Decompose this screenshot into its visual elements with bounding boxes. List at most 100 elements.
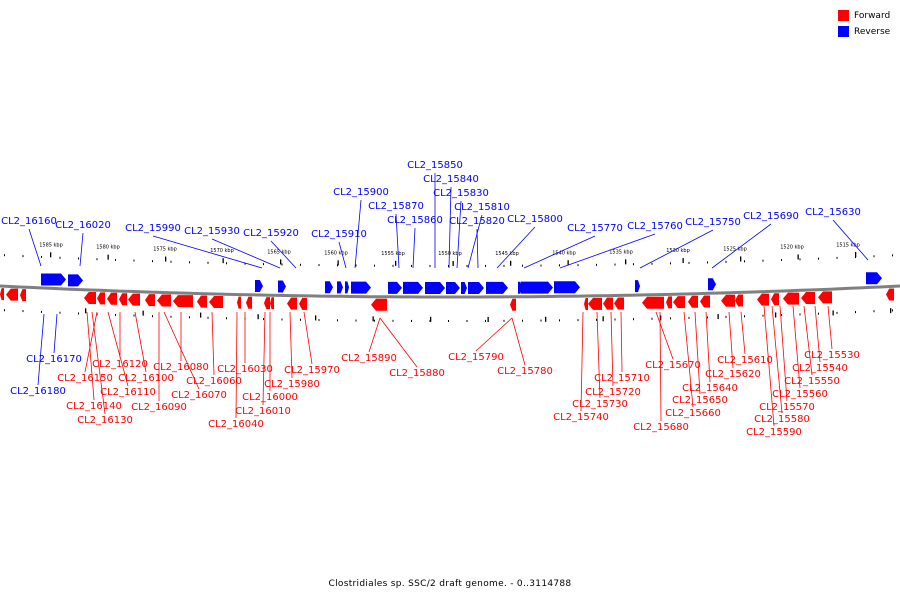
- tick-upper: [392, 264, 394, 267]
- reverse-gene-label: CL2_15630: [805, 207, 861, 218]
- forward-gene-arrow: [642, 296, 664, 309]
- scale-label: 1575 kbp: [153, 247, 177, 253]
- tick-major-upper: [337, 260, 339, 266]
- forward-gene-arrow: [588, 297, 602, 310]
- forward-leader-line: [683, 311, 694, 408]
- tick-upper: [836, 256, 838, 259]
- forward-leader-line: [475, 317, 513, 352]
- reverse-leader-line: [28, 228, 42, 267]
- scale-label: 1585 kbp: [39, 242, 63, 248]
- forward-leader-line: [771, 305, 783, 414]
- scale-label: 1580 kbp: [96, 245, 120, 251]
- tick-major-upper: [280, 259, 282, 265]
- reverse-gene-arrow: [461, 281, 467, 294]
- forward-leader-line: [705, 311, 711, 383]
- tick-upper: [707, 261, 708, 264]
- tick-lower: [374, 319, 375, 322]
- reverse-leader-line: [338, 241, 347, 269]
- tick-lower: [133, 314, 135, 317]
- tick-lower: [707, 316, 708, 319]
- tick-major-lower: [315, 315, 317, 321]
- forward-gene-label: CL2_16060: [186, 376, 242, 387]
- forward-gene-label: CL2_16000: [242, 392, 298, 403]
- tick-upper: [577, 264, 579, 267]
- legend-reverse: Reverse: [838, 25, 890, 38]
- tick-lower: [318, 319, 320, 322]
- forward-gene-arrow: [584, 297, 588, 310]
- tick-upper: [429, 264, 431, 267]
- forward-gene-arrow: [783, 292, 799, 305]
- reverse-gene-label: CL2_15810: [454, 202, 510, 213]
- tick-lower: [4, 309, 5, 312]
- legend-reverse-label: Reverse: [854, 26, 891, 37]
- forward-gene-label: CL2_15640: [682, 383, 738, 394]
- reverse-gene-arrow: [486, 281, 508, 294]
- tick-upper: [466, 264, 468, 267]
- tick-upper: [226, 262, 227, 265]
- forward-leader-line: [814, 305, 821, 363]
- reverse-leader-line: [496, 226, 536, 269]
- scale-label: 1540 kbp: [552, 250, 576, 256]
- tick-upper: [152, 260, 153, 263]
- reverse-gene-arrow: [446, 281, 460, 294]
- forward-gene-label: CL2_15590: [746, 427, 802, 438]
- reverse-gene-arrow: [708, 278, 716, 291]
- tick-upper: [688, 261, 690, 264]
- forward-gene-label: CL2_15560: [772, 389, 828, 400]
- reverse-gene-label: CL2_15920: [243, 228, 299, 239]
- reverse-leader-line: [395, 213, 400, 269]
- tick-upper: [633, 263, 634, 266]
- forward-leader-line: [303, 311, 313, 365]
- scale-label: 1570 kbp: [210, 248, 234, 254]
- forward-gene-arrow: [666, 296, 672, 309]
- reverse-gene-arrow: [351, 281, 371, 294]
- tick-lower: [577, 319, 579, 322]
- forward-gene-label: CL2_16010: [235, 406, 291, 417]
- forward-gene-arrow: [735, 294, 743, 307]
- tick-lower: [522, 319, 523, 322]
- reverse-gene-arrow: [337, 281, 343, 294]
- reverse-gene-arrow: [468, 281, 484, 294]
- forward-gene-label: CL2_15970: [284, 365, 340, 376]
- reverse-leader-line: [354, 199, 362, 269]
- tick-upper: [670, 262, 671, 265]
- reverse-gene-label: CL2_15850: [407, 160, 463, 171]
- forward-leader-line: [596, 311, 601, 399]
- reverse-leader-line: [467, 214, 483, 269]
- reverse-leader-line: [37, 313, 45, 386]
- forward-leader-line: [763, 305, 775, 427]
- reverse-gene-label: CL2_15750: [685, 217, 741, 228]
- forward-gene-arrow: [700, 295, 710, 308]
- reverse-gene-label: CL2_16180: [10, 386, 66, 397]
- forward-gene-label: CL2_16030: [217, 364, 273, 375]
- reverse-leader-line: [711, 223, 772, 269]
- tick-lower: [411, 319, 412, 322]
- tick-lower: [59, 311, 61, 314]
- forward-gene-arrow: [371, 298, 387, 311]
- tick-lower: [170, 315, 172, 318]
- reverse-gene-arrow: [635, 280, 640, 293]
- tick-lower: [855, 311, 856, 314]
- tick-lower: [725, 315, 727, 318]
- tick-major-upper: [222, 258, 224, 264]
- tick-upper: [170, 260, 172, 263]
- tick-major-upper: [567, 260, 569, 266]
- forward-gene-arrow: [6, 288, 18, 301]
- reverse-leader-line: [448, 186, 452, 269]
- tick-lower: [836, 311, 838, 314]
- forward-leader-line: [694, 311, 701, 395]
- forward-leader-line: [211, 311, 215, 376]
- forward-gene-arrow: [818, 291, 832, 304]
- tick-major-lower: [890, 308, 892, 314]
- reverse-leader-line: [53, 313, 58, 354]
- tick-lower: [355, 319, 357, 322]
- tick-upper: [115, 258, 116, 261]
- forward-gene-label: CL2_15670: [645, 360, 701, 371]
- forward-gene-arrow: [771, 293, 779, 306]
- tick-lower: [22, 310, 24, 313]
- tick-upper: [781, 259, 782, 262]
- reverse-gene-arrow: [866, 272, 882, 285]
- forward-gene-arrow: [287, 297, 297, 310]
- forward-gene-label: CL2_15730: [572, 399, 628, 410]
- forward-leader-line: [368, 317, 381, 353]
